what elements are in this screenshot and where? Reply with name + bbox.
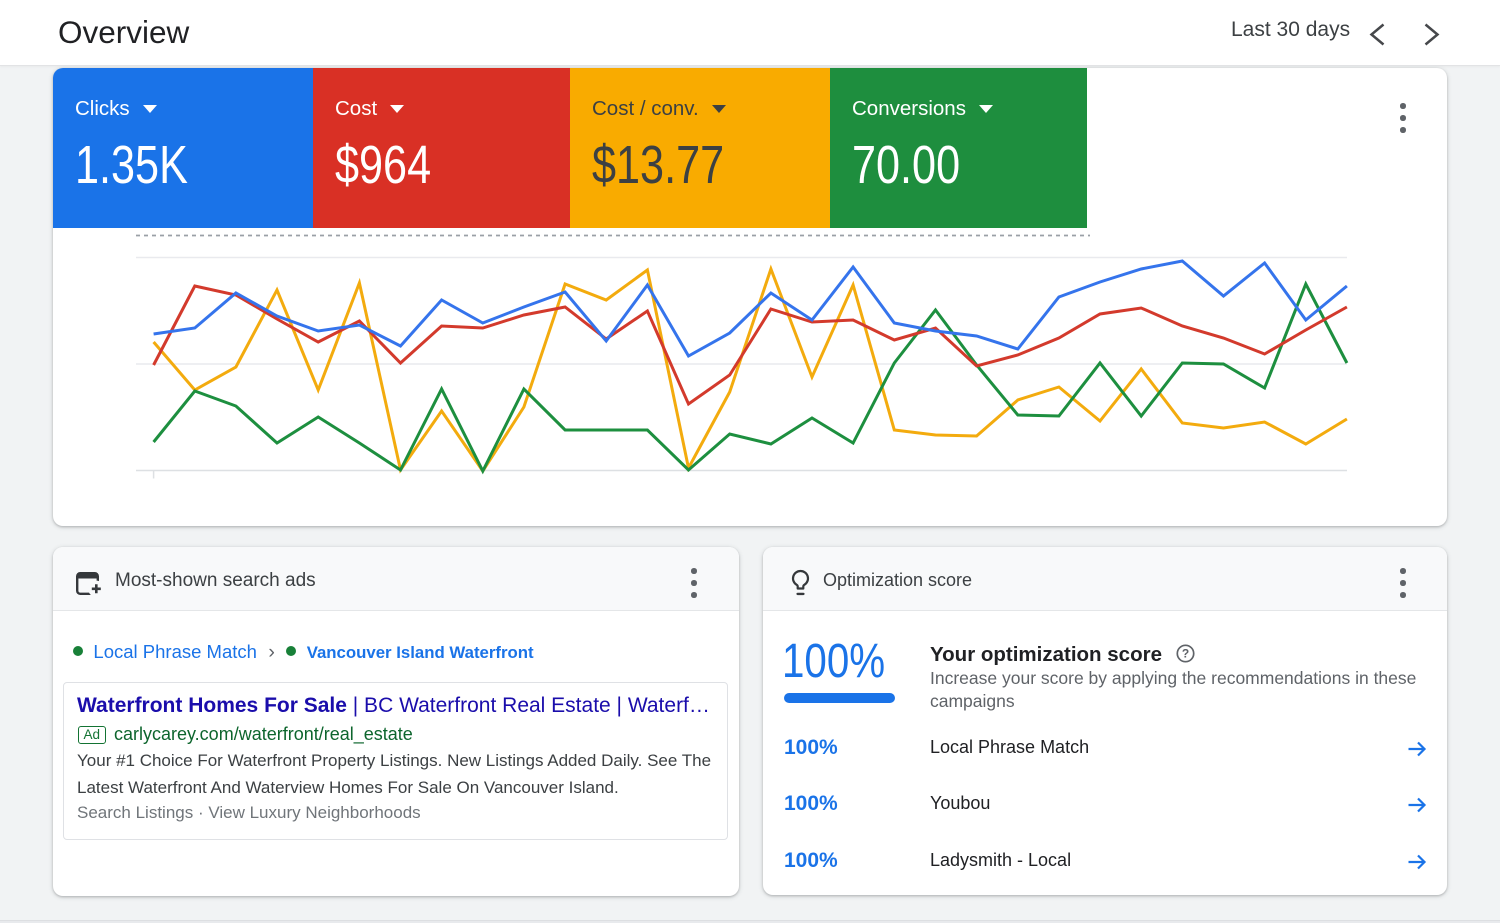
svg-text:?: ? bbox=[1182, 647, 1189, 661]
